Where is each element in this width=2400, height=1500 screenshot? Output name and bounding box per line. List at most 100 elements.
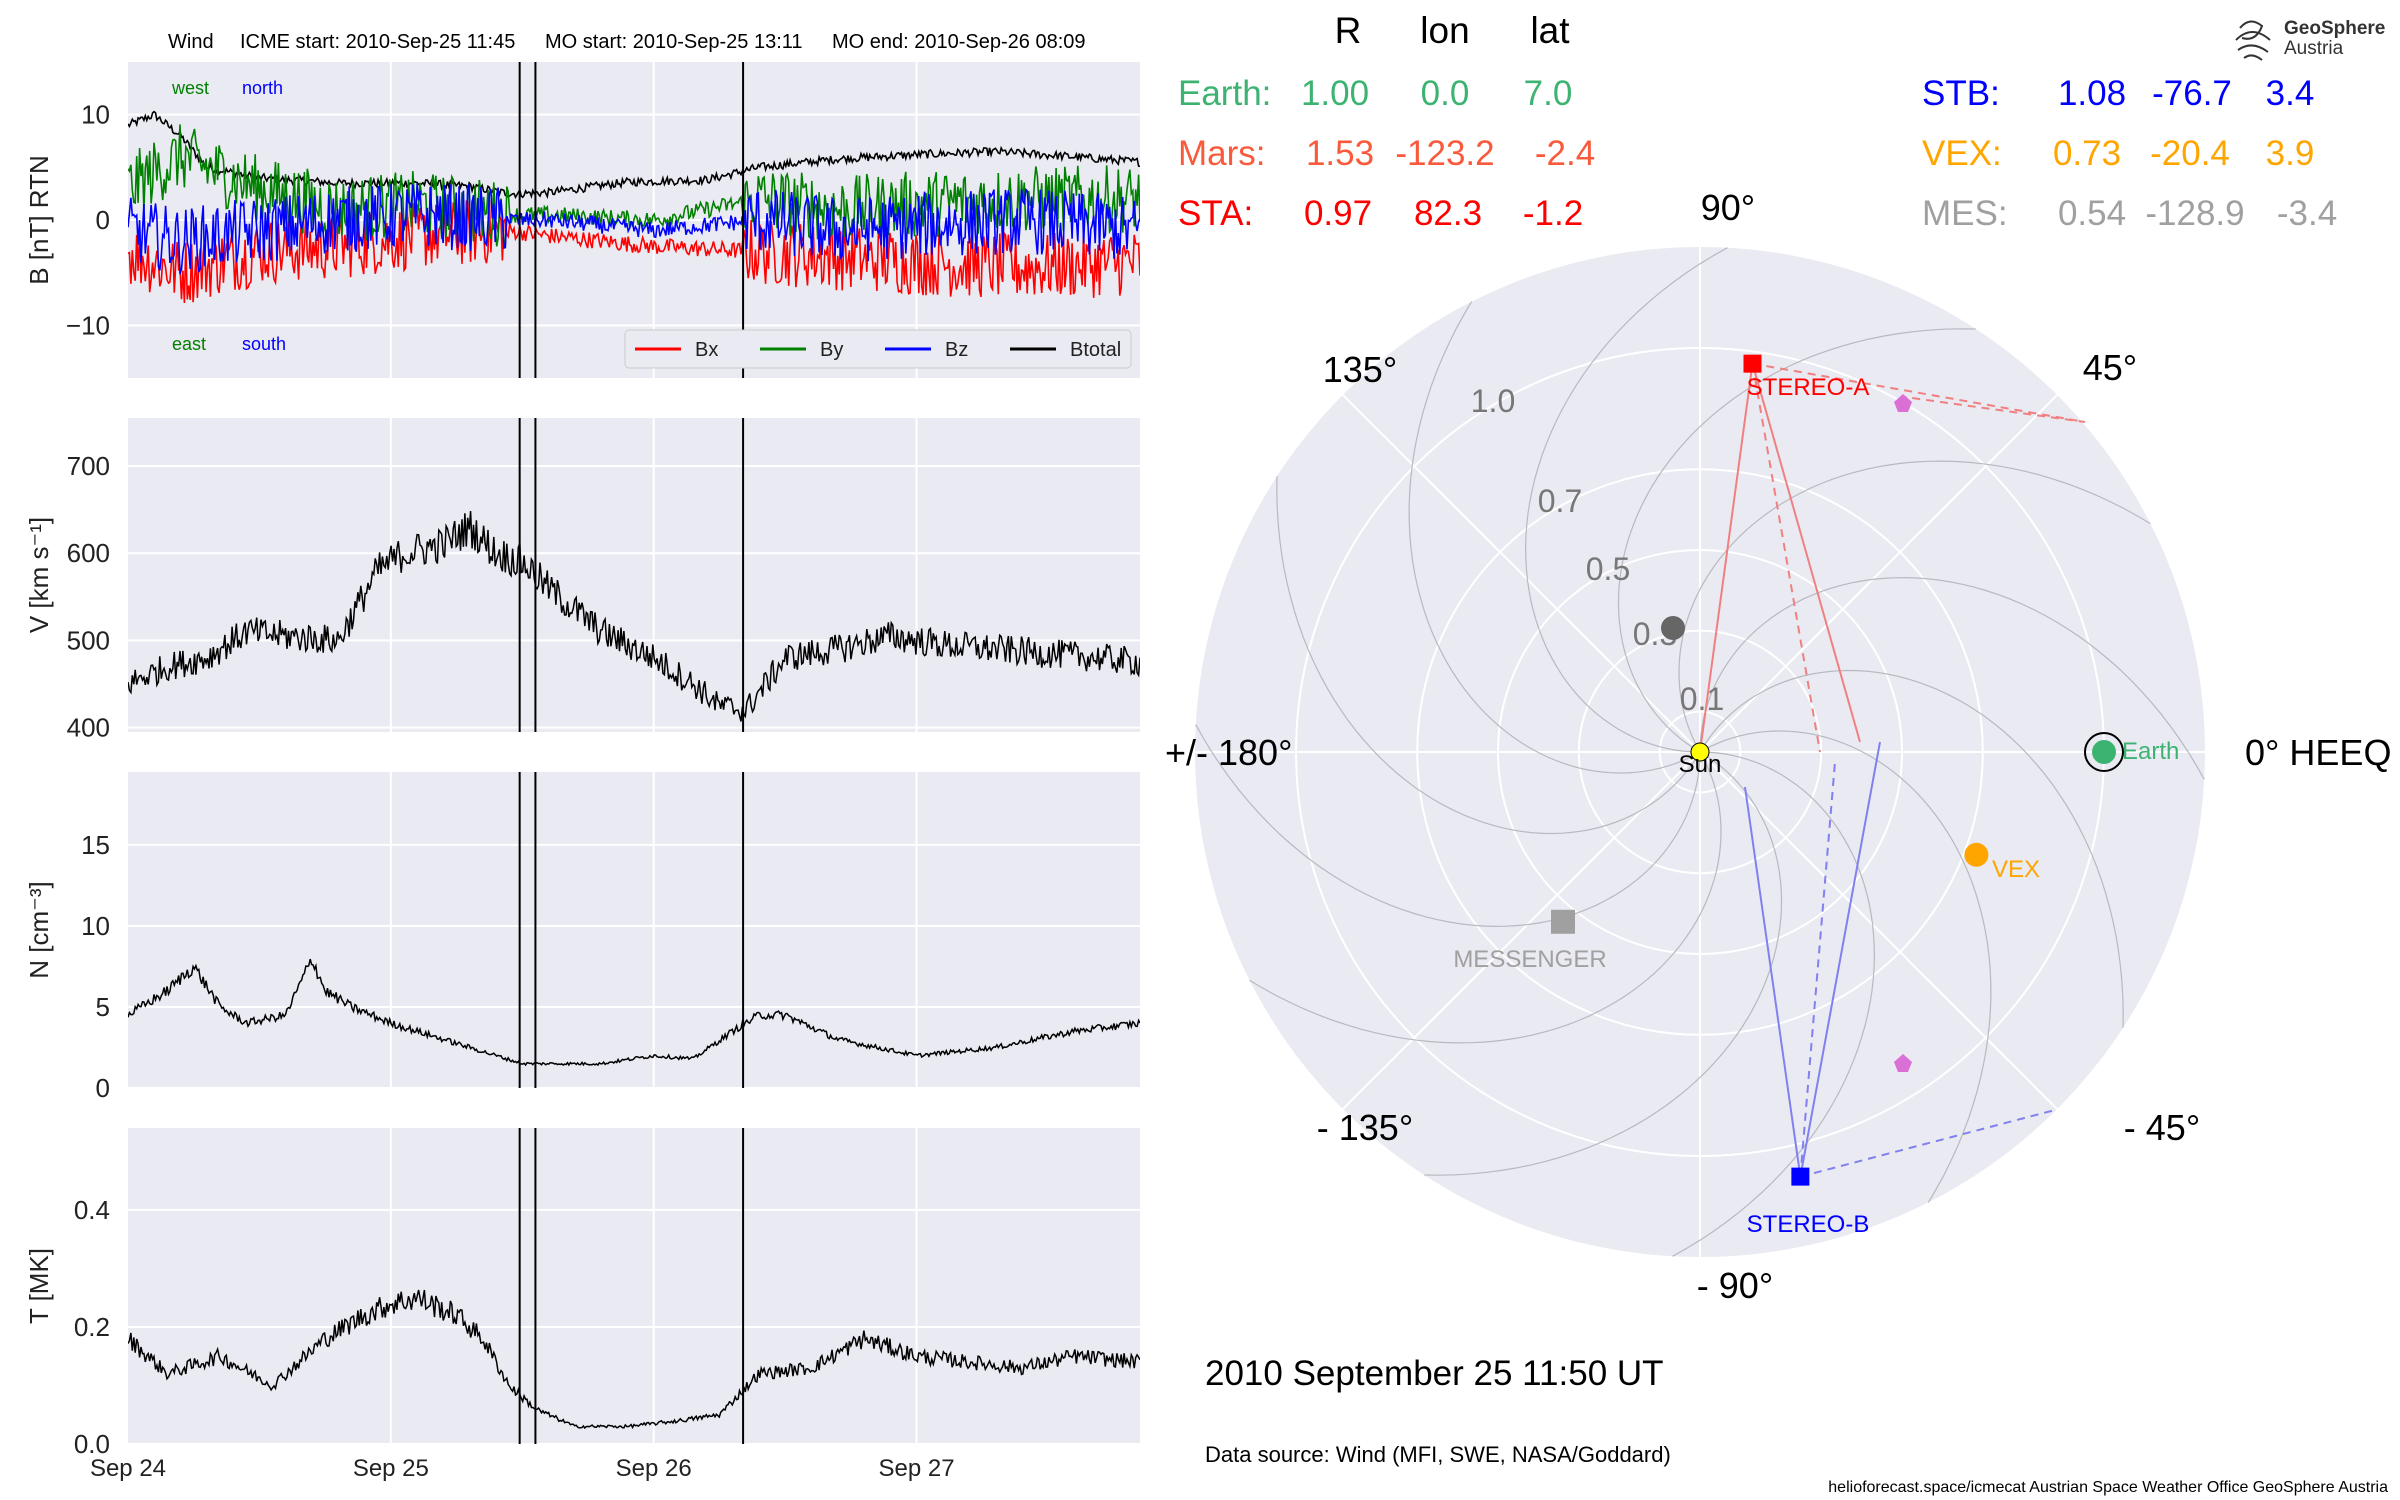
angle-label: +/- 180° [1165, 732, 1292, 773]
panel-background [128, 1128, 1140, 1444]
y-axis-label: B [nT] RTN [24, 155, 54, 285]
x-tick-label: Sep 25 [353, 1455, 429, 1482]
planet-marker-pentagon-south [1894, 1054, 1912, 1072]
parker-spiral-line [1699, 669, 2124, 1028]
table-header: R [1335, 10, 1362, 51]
footer: helioforecast.space/icmecat Austrian Spa… [1828, 1479, 2388, 1496]
timestamp: 2010 September 25 11:50 UT [1205, 1354, 1664, 1393]
y-axis-label: N [cm⁻³] [24, 881, 54, 979]
legend: Bx By Bz Btotal [624, 329, 1132, 369]
angular-grid-line [1342, 394, 1701, 753]
y-tick-label: −10 [66, 310, 110, 340]
series-group [128, 110, 1140, 304]
y-tick-label: 0 [96, 205, 110, 235]
body-marker [1743, 354, 1762, 373]
body-marker [1551, 909, 1576, 934]
table-row: MES: 0.54 -128.9 -3.4 [1922, 194, 2337, 233]
row-lat: 3.9 [2266, 134, 2315, 173]
row-r: 1.00 [1301, 74, 1369, 113]
heliosphere-polar-plot: 1.00.70.50.30.190°45°0° HEEQ- 45°- 90°- … [1165, 187, 2391, 1306]
series-line-v [128, 511, 1140, 722]
legend-label: Btotal [1070, 339, 1121, 361]
geosphere-logo: GeoSphere Austria [2235, 18, 2385, 61]
row-lon: -128.9 [2145, 194, 2244, 233]
row-lon: 82.3 [1414, 194, 1482, 233]
y-tick-label: 10 [81, 100, 110, 130]
parker-spirals [1195, 247, 2205, 1257]
row-name: Mars: [1178, 134, 1266, 173]
angular-grid-line [1699, 751, 2058, 1110]
row-r: 1.53 [1306, 134, 1374, 173]
row-lat: -3.4 [2277, 194, 2337, 233]
row-lat: 7.0 [1524, 74, 1573, 113]
row-lon: -20.4 [2150, 134, 2230, 173]
y-tick-label: 0 [96, 1073, 110, 1103]
series-group [128, 958, 1140, 1067]
row-name: MES: [1922, 194, 2008, 233]
planet-marker-pentagon-north [1894, 394, 1912, 412]
table-row: Earth: 1.00 0.0 7.0 [1178, 74, 1572, 113]
body-stereo-b: STEREO-B [1747, 1167, 1870, 1238]
table-row: STB: 1.08 -76.7 3.4 [1922, 74, 2314, 113]
parker-spiral-line [1524, 247, 1728, 753]
legend-box [624, 329, 1132, 369]
row-name: Earth: [1178, 74, 1271, 113]
table-row: Mars: 1.53 -123.2 -2.4 [1178, 134, 1595, 173]
angular-grid-line [1342, 751, 1701, 1110]
series-line-n [128, 958, 1140, 1067]
header-mo-end: MO end: 2010-Sep-26 08:09 [832, 31, 1086, 53]
sta-field-line-outer [1752, 362, 2086, 423]
body-label: STEREO-B [1747, 1211, 1870, 1238]
series-group [128, 511, 1140, 722]
row-lon: 0.0 [1421, 74, 1470, 113]
row-lon: -76.7 [2152, 74, 2232, 113]
radial-label: 0.5 [1586, 551, 1630, 587]
parker-spiral-line [1249, 751, 1722, 1044]
body-sun: Sun [1679, 742, 1722, 778]
table-row: VEX: 0.73 -20.4 3.9 [1922, 134, 2314, 173]
parker-spiral-line [1699, 730, 1992, 1203]
data-source: Data source: Wind (MFI, SWE, NASA/Goddar… [1205, 1442, 1671, 1467]
parker-spiral-line [1195, 724, 1701, 928]
body-vex: VEX [1964, 842, 2040, 883]
label-south: south [242, 334, 286, 354]
angle-label: 90° [1701, 187, 1755, 228]
angle-label: - 90° [1697, 1265, 1773, 1306]
body-marker [1661, 616, 1685, 640]
y-tick-label: 500 [67, 625, 110, 655]
angle-label: - 135° [1317, 1107, 1413, 1148]
table-row: STA: 0.97 82.3 -1.2 [1178, 194, 1583, 233]
panel-magnetic_field: 10 0 −10 B [nT] RTN west north east south Bx By Bz… [24, 62, 1140, 378]
parker-spiral-line [1408, 301, 1701, 774]
legend-label: Bx [695, 339, 718, 361]
body-earth: Earth [2084, 732, 2179, 772]
row-r: 0.73 [2053, 134, 2121, 173]
parker-spiral-line [1678, 460, 2151, 753]
series-group [128, 1289, 1140, 1430]
legend-label: By [820, 339, 843, 361]
label-north: north [242, 78, 283, 98]
x-tick-label: Sep 24 [90, 1455, 166, 1482]
y-tick-label: 5 [96, 992, 110, 1022]
x-tick-label: Sep 27 [879, 1455, 955, 1482]
body-stereo-a: STEREO-A [1743, 354, 1869, 401]
logo-line1: GeoSphere [2284, 18, 2385, 39]
logo-line2: Austria [2284, 38, 2344, 59]
legend-label: Bz [945, 339, 968, 361]
row-lon: -123.2 [1395, 134, 1494, 173]
sta-field-line-dashed [1751, 363, 1821, 753]
body-label: Sun [1679, 751, 1722, 778]
parker-spiral-line [1617, 328, 1976, 753]
angle-label: 0° HEEQ [2245, 732, 2391, 773]
panel-density: 15 10 5 0 N [cm⁻³] [24, 772, 1140, 1103]
body-label: MESSENGER [1453, 946, 1606, 973]
earth-orbit-ring [2084, 732, 2124, 772]
stb-field-line-outer [1800, 1109, 2056, 1178]
body-mars [1661, 616, 1685, 640]
y-axis-label: V [km s⁻¹] [24, 517, 54, 633]
parker-spiral-line [1424, 751, 1783, 1176]
y-tick-label: 0.2 [74, 1312, 110, 1342]
series-line-btotal [128, 110, 1140, 200]
y-tick-label: 0.4 [74, 1195, 110, 1225]
